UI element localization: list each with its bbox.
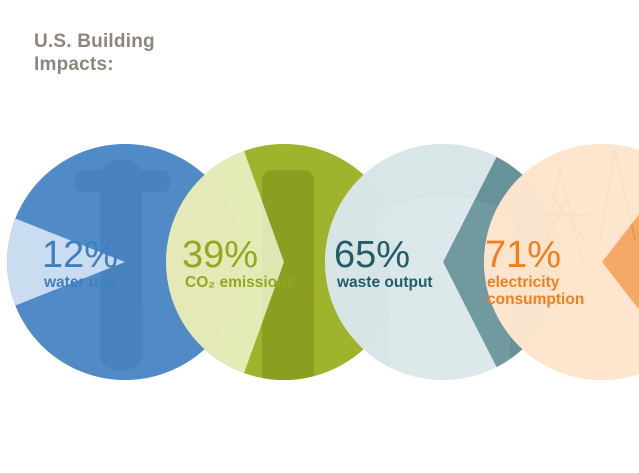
- chart-title-line-2: Impacts:: [34, 54, 114, 75]
- pie-highlight-slice: [325, 143, 497, 380]
- caption-line-1: CO₂ emissions: [185, 274, 295, 291]
- percent-label: 39%: [182, 234, 258, 276]
- chart-title-line-1: U.S. Building: [34, 31, 155, 52]
- caption-line-1: electricity: [487, 274, 560, 291]
- pie-remainder: [602, 214, 639, 310]
- percent-label: 12%: [42, 234, 118, 276]
- chart-title: U.S. Building Impacts:: [34, 30, 155, 76]
- caption-line-1: water use: [43, 274, 116, 291]
- pie-highlight-slice: [7, 218, 126, 306]
- pie-highlight-slice: [484, 144, 639, 380]
- pie-electricity-consumption: 71% electricity consumption: [484, 144, 639, 380]
- percent-label: 71%: [485, 234, 561, 276]
- caption-line-1: waste output: [336, 274, 433, 291]
- caption-line-2: consumption: [487, 291, 584, 308]
- percent-label: 65%: [334, 234, 410, 276]
- pie-highlight-slice: [166, 150, 284, 374]
